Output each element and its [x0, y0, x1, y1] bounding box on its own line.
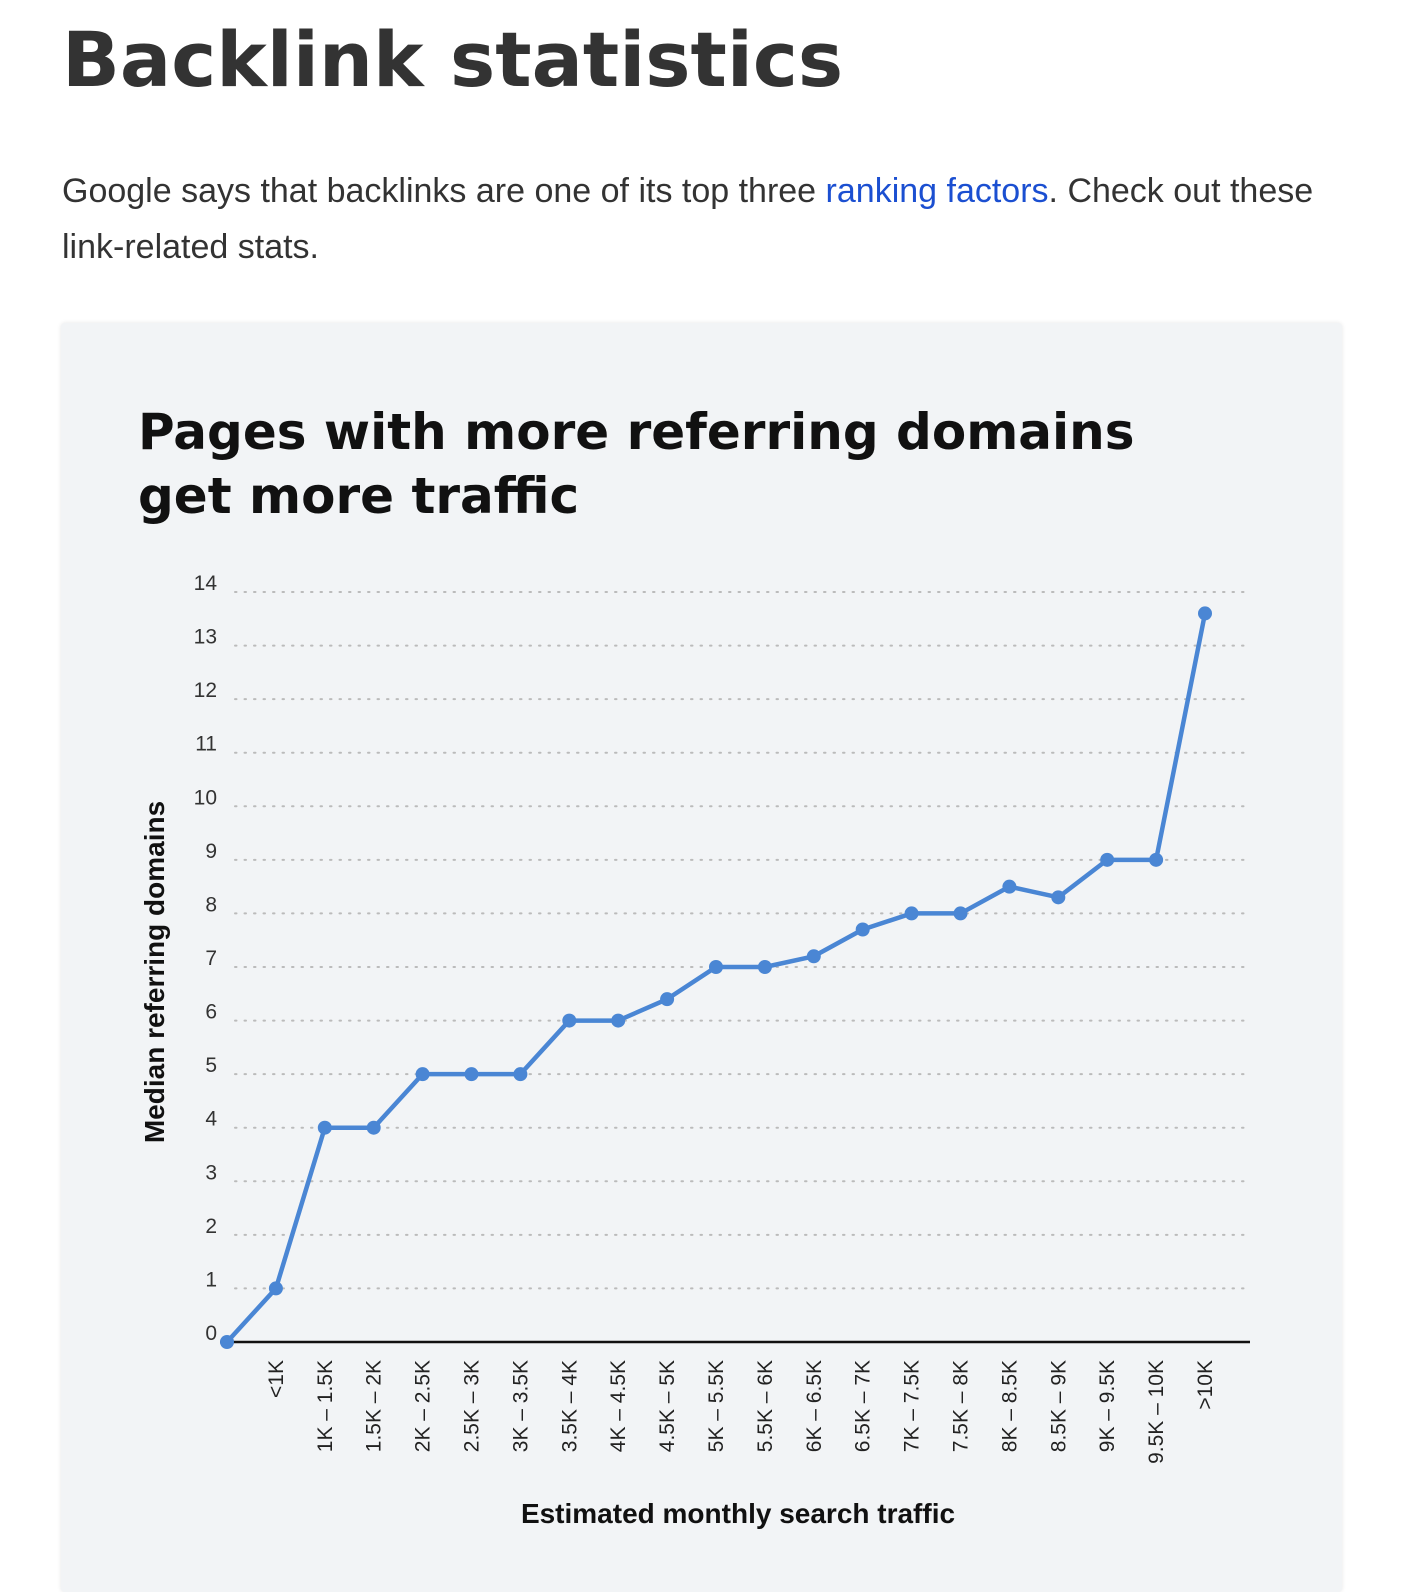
- y-tick-label-0: 0: [205, 1322, 217, 1345]
- x-tick-label-20: >10K: [1194, 1360, 1217, 1410]
- x-tick-label-8: 4K – 4.5K: [607, 1360, 630, 1452]
- y-axis-title: Median referring domains: [139, 801, 170, 1143]
- y-tick-label-14: 14: [194, 572, 218, 595]
- y-tick-label-8: 8: [205, 893, 217, 916]
- data-point-0: [220, 1335, 234, 1349]
- x-tick-label-2: 1K – 1.5K: [314, 1360, 337, 1452]
- x-tick-label-13: 6.5K – 7K: [852, 1360, 875, 1452]
- data-point-7: [562, 1013, 577, 1028]
- x-tick-label-12: 6K – 6.5K: [803, 1360, 826, 1452]
- ranking-factors-link[interactable]: ranking factors: [825, 172, 1049, 210]
- y-tick-label-6: 6: [205, 1001, 217, 1024]
- data-point-10: [709, 960, 723, 974]
- x-tick-label-4: 2K – 2.5K: [412, 1360, 435, 1452]
- y-tick-label-5: 5: [205, 1054, 217, 1077]
- y-tick-label-9: 9: [205, 840, 217, 863]
- intro-paragraph: Google says that backlinks are one of it…: [62, 163, 1352, 275]
- data-point-4: [415, 1067, 430, 1082]
- data-point-11: [757, 960, 772, 974]
- x-tick-label-18: 9K – 9.5K: [1096, 1360, 1119, 1452]
- x-tick-label-15: 7.5K – 8K: [950, 1360, 973, 1452]
- x-tick-label-17: 8.5K – 9K: [1047, 1360, 1070, 1452]
- data-point-3: [366, 1120, 381, 1135]
- y-tick-label-1: 1: [205, 1268, 217, 1291]
- y-tick-label-7: 7: [205, 947, 217, 970]
- data-point-18: [1100, 852, 1115, 867]
- y-tick-label-2: 2: [205, 1215, 217, 1238]
- data-point-13: [855, 922, 870, 937]
- y-tick-label-11: 11: [195, 733, 217, 756]
- x-tick-label-6: 3K – 3.5K: [509, 1360, 532, 1452]
- chart-card: [61, 323, 1342, 1592]
- y-tick-label-10: 10: [194, 786, 217, 809]
- intro-text-end: . Check out these link-related stats.: [62, 172, 1314, 266]
- data-point-17: [1051, 890, 1066, 905]
- data-point-6: [513, 1067, 528, 1082]
- data-point-15: [953, 906, 968, 921]
- series-line: [224, 611, 1208, 1345]
- data-point-2: [317, 1120, 332, 1135]
- y-tick-label-13: 13: [194, 626, 217, 649]
- x-tick-label-5: 2.5K – 3K: [461, 1360, 484, 1452]
- data-point-8: [611, 1013, 626, 1028]
- data-point-20: [1198, 606, 1212, 621]
- x-tick-label-7: 3.5K – 4K: [558, 1360, 581, 1452]
- x-tick-label-19: 9.5K – 10K: [1145, 1360, 1168, 1464]
- data-point-12: [806, 949, 821, 964]
- data-point-16: [1002, 879, 1017, 894]
- x-tick-label-10: 5K – 5.5K: [705, 1360, 728, 1452]
- data-point-9: [660, 992, 675, 1007]
- x-tick-label-3: 1.5K – 2K: [363, 1360, 386, 1452]
- x-tick-label-14: 7K – 7.5K: [901, 1360, 924, 1452]
- chart-title: Pages with more referring domains get mo…: [138, 403, 1135, 525]
- y-tick-label-12: 12: [194, 679, 217, 702]
- data-point-19: [1149, 852, 1164, 867]
- x-axis-title: Estimated monthly search traffic: [521, 1498, 955, 1529]
- x-tick-label-1: <1K: [265, 1360, 288, 1398]
- x-tick-label-9: 4.5K – 5K: [656, 1360, 679, 1452]
- y-tick-label-4: 4: [205, 1108, 217, 1131]
- page-title: Backlink statistics: [62, 15, 844, 104]
- intro-text-start: Google says that backlinks are one of it…: [62, 172, 826, 210]
- x-tick-label-16: 8K – 8.5K: [998, 1360, 1021, 1452]
- data-point-1: [268, 1281, 283, 1296]
- x-tick-label-11: 5.5K – 6K: [754, 1360, 777, 1452]
- data-point-14: [904, 906, 919, 921]
- data-point-5: [464, 1067, 479, 1082]
- y-tick-label-3: 3: [205, 1161, 217, 1184]
